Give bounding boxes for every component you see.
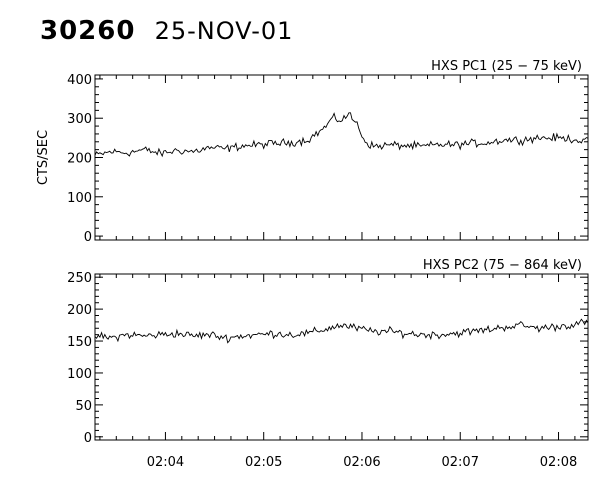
series-line-1 (94, 112, 589, 158)
y-tick-label: 100 (67, 367, 92, 382)
observation-date: 25-NOV-01 (154, 17, 294, 45)
chart-panel-1: HXS PC1 (25 − 75 keV) CTS/SEC 0 100 200 300 40… (36, 59, 589, 245)
x-tick-label: 02:05 (245, 455, 282, 470)
x-tick-label: 02:07 (442, 455, 479, 470)
y-tick-label: 150 (67, 335, 92, 350)
y-tick-label: 50 (75, 399, 92, 414)
y-tick-label: 200 (67, 152, 92, 167)
y-tick-label: 100 (67, 191, 92, 206)
y-tick-label: 400 (67, 73, 92, 88)
y-axis-label: CTS/SEC (36, 130, 51, 185)
x-tick-label: 02:08 (540, 455, 577, 470)
x-tick-label: 02:06 (343, 455, 380, 470)
series-line-1 (94, 318, 589, 344)
panel-title: HXS PC2 (75 − 864 keV) (423, 258, 582, 273)
panel-title: HXS PC1 (25 − 75 keV) (431, 59, 582, 74)
plot-header: 30260 25-NOV-01 (40, 16, 293, 46)
plot-frame (94, 273, 589, 441)
y-tick-label: 0 (84, 431, 92, 446)
y-tick-label: 0 (84, 230, 92, 245)
y-tick-label: 250 (67, 271, 92, 286)
chart-panel-2: HXS PC2 (75 − 864 keV) 0 50 100 150 200 250 02:… (67, 258, 589, 470)
y-tick-label: 200 (67, 303, 92, 318)
plot-frame (94, 74, 589, 241)
x-tick-label: 02:04 (147, 455, 184, 470)
y-tick-label: 300 (67, 112, 92, 127)
orbit-number: 30260 (40, 16, 136, 46)
